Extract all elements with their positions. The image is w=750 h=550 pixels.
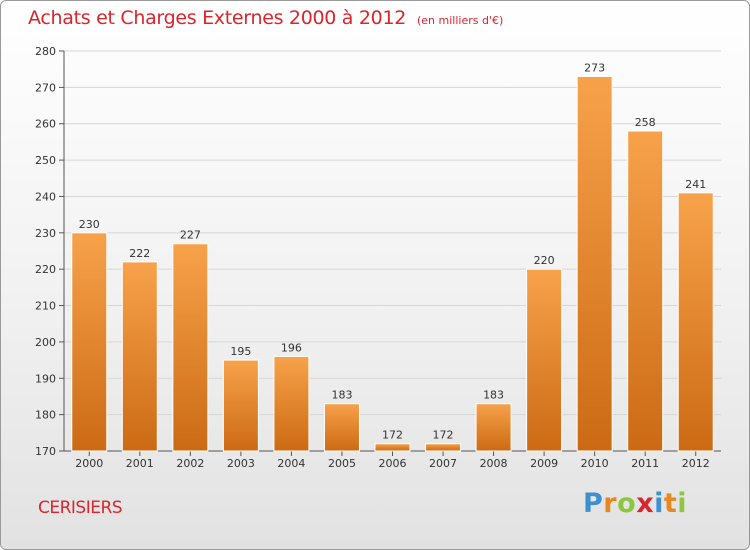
y-tick-label: 240 [35,190,56,203]
proxiti-logo: Proxiti [583,488,687,519]
x-tick-label: 2002 [176,457,204,470]
x-tick-label: 2004 [277,457,305,470]
bar [374,443,411,452]
x-tick-label: 2000 [75,457,103,470]
x-tick-label: 2008 [480,457,508,470]
bar-value-label: 227 [180,229,201,242]
bar-value-label: 230 [79,218,100,231]
bar [576,75,613,452]
y-tick-label: 170 [35,445,56,458]
x-tick-label: 2009 [530,457,558,470]
y-tick-label: 190 [35,372,56,385]
logo-letter: t [663,488,678,519]
logo-letter: o [617,488,637,519]
y-tick-label: 260 [35,118,56,131]
bar-value-label: 195 [230,345,251,358]
bar [677,192,714,452]
x-tick-label: 2012 [682,457,710,470]
bar-value-label: 258 [635,116,656,129]
x-tick-label: 2007 [429,457,457,470]
axes: 170 180 190 200 210 220 230 240 250 260 270 280 2000… [35,45,721,470]
bar-value-label: 183 [483,389,504,402]
logo-letter: P [583,488,604,519]
x-tick-label: 2005 [328,457,356,470]
y-tick-label: 180 [35,409,56,422]
bar [627,130,664,452]
x-tick-label: 2010 [581,457,609,470]
y-tick-label: 230 [35,227,56,240]
bar [172,243,209,452]
bar-value-label: 183 [331,389,352,402]
bar [222,359,259,452]
chart-title: Achats et Charges Externes 2000 à 2012 [28,7,407,29]
bar-value-label: 172 [433,429,454,442]
y-tick-label: 220 [35,263,56,276]
bar [425,443,462,452]
x-tick-label: 2003 [227,457,255,470]
bar-value-label: 172 [382,429,403,442]
y-tick-label: 250 [35,154,56,167]
y-tick-label: 270 [35,81,56,94]
y-tick-label: 210 [35,300,56,313]
data-labels: 230 222 227 195 196 183 172 172 183 220 273 258 241 [79,61,706,441]
bars [71,75,714,452]
bar-value-label: 196 [281,341,302,354]
logo-letter: i [654,488,664,519]
bar [475,403,512,452]
bar [71,232,108,452]
commune-name: CERISIERS [38,498,123,518]
bar-value-label: 222 [129,247,150,260]
y-tick-label: 280 [35,45,56,58]
bar [323,403,360,452]
x-tick-label: 2001 [126,457,154,470]
gridlines [64,50,721,416]
y-tick-label: 200 [35,336,56,349]
bar [273,355,310,452]
logo-letter: x [636,488,655,519]
x-tick-label: 2006 [379,457,407,470]
bar-value-label: 220 [534,254,555,267]
bar-value-label: 273 [584,61,605,74]
bar [121,261,158,452]
x-tick-label: 2011 [631,457,659,470]
bar [526,268,563,452]
logo-letter: r [603,488,618,519]
logo-letter: i [677,488,688,519]
chart-subtitle: (en milliers d'€) [417,14,504,27]
bar-value-label: 241 [685,178,706,191]
